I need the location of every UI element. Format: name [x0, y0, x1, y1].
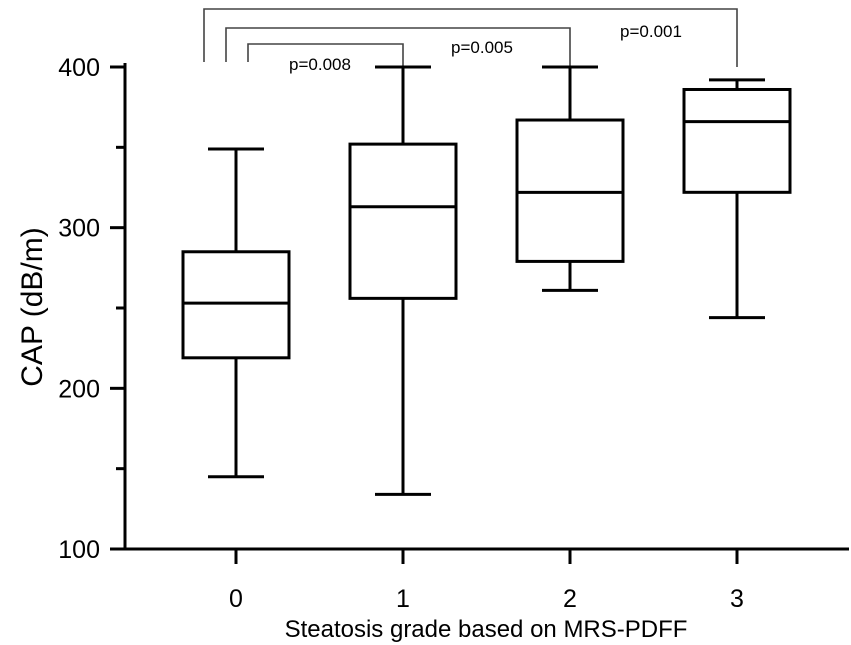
iqr-box [348, 142, 458, 300]
box-group-0 [181, 147, 291, 479]
significance-brackets: p=0.008 p=0.005 p=0.001 [203, 8, 738, 74]
iqr-box [515, 118, 625, 263]
y-axis-title: CAP (dB/m) [16, 227, 49, 386]
p-value-label: p=0.001 [620, 22, 682, 41]
y-tick-label: 200 [58, 375, 100, 403]
iqr-box [181, 250, 291, 360]
box-plot-series [181, 65, 792, 496]
y-tick-label: 300 [58, 215, 100, 243]
x-tick-label: 2 [563, 585, 577, 613]
y-tick-label: 100 [58, 536, 100, 564]
x-axis-title: Steatosis grade based on MRS-PDFF [285, 616, 688, 643]
iqr-box [682, 87, 792, 194]
bracket-0-3 [203, 8, 738, 67]
x-tick-label: 3 [730, 585, 744, 613]
x-tick-label: 0 [229, 585, 243, 613]
bracket-0-2 [225, 27, 571, 67]
p-value-label: p=0.005 [451, 38, 513, 57]
y-tick-label: 400 [58, 54, 100, 82]
box-group-1 [348, 65, 458, 496]
box-group-2 [515, 65, 625, 292]
x-tick-label: 1 [396, 585, 410, 613]
p-value-label: p=0.008 [289, 55, 351, 74]
box-group-3 [682, 78, 792, 320]
bracket-0-1 [247, 43, 404, 67]
x-axis-ticks: 0 1 2 3 [229, 549, 744, 613]
y-axis-ticks: 100 200 300 400 [58, 54, 125, 564]
